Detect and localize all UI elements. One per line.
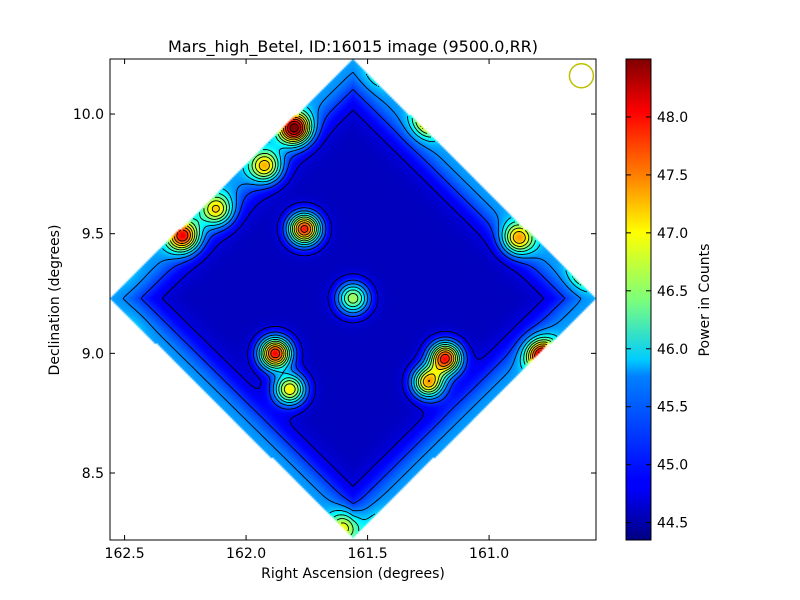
- y-tick-label: 8.5: [82, 466, 104, 482]
- contour-line: [171, 115, 548, 388]
- colorbar: 44.5 45.0 45.5 46.0 46.5 47.0 47.5 48.0 Power i…: [625, 58, 713, 541]
- y-axis-label: Declination (degrees): [47, 225, 63, 376]
- x-tick-label: 162.5: [105, 546, 145, 562]
- x-tick-label: 162.0: [226, 546, 266, 562]
- y-tick-label: 10.0: [73, 107, 104, 123]
- colorbar-tick-label: 46.5: [657, 284, 688, 300]
- contour-line: [286, 120, 542, 353]
- x-axis-label: Right Ascension (degrees): [261, 566, 445, 582]
- colorbar-tick-label: 45.5: [657, 400, 688, 416]
- colorbar-tick-label: 47.5: [657, 168, 688, 184]
- contour-line: [167, 111, 552, 536]
- colorbar-tick-label: 45.0: [657, 458, 688, 474]
- contour-line: [289, 123, 299, 133]
- contour-line: [165, 109, 582, 532]
- colorbar-frame: [625, 58, 652, 541]
- contour-lines: [122, 71, 588, 536]
- contour-line: [173, 116, 546, 383]
- colorbar-gradient: [626, 59, 651, 540]
- contour-line: [176, 118, 544, 364]
- contour-line: [161, 109, 545, 487]
- x-tick-label: 161.0: [469, 546, 509, 562]
- contour-line: [169, 113, 548, 532]
- y-tick-label: 9.5: [82, 227, 104, 243]
- plot-area[interactable]: [109, 58, 597, 541]
- colorbar-tick-label: 44.5: [657, 516, 688, 532]
- y-axis: 10.0 9.5 9.0 8.5: [73, 107, 596, 482]
- contour-line: [122, 71, 582, 512]
- colorbar-tick-label: 48.0: [657, 110, 688, 126]
- colorbar-tick-label: 46.0: [657, 342, 688, 358]
- x-axis: 162.5 162.0 161.5 161.0: [105, 59, 509, 562]
- beam-circle: [568, 63, 595, 89]
- contour-line: [162, 73, 588, 520]
- colorbar-label: Power in Counts: [697, 244, 713, 357]
- colorbar-ticks: 44.5 45.0 45.5 46.0 46.5 47.0 47.5 48.0: [626, 110, 688, 532]
- colorbar-tick-label: 47.0: [657, 226, 688, 242]
- chart-title: Mars_high_Betel, ID:16015 image (9500.0,…: [168, 37, 538, 57]
- plot-frame: [109, 58, 597, 541]
- heatmap-image: [110, 59, 596, 540]
- contour-line: [140, 89, 566, 504]
- y-tick-label: 9.0: [82, 346, 104, 362]
- x-tick-label: 161.5: [348, 546, 388, 562]
